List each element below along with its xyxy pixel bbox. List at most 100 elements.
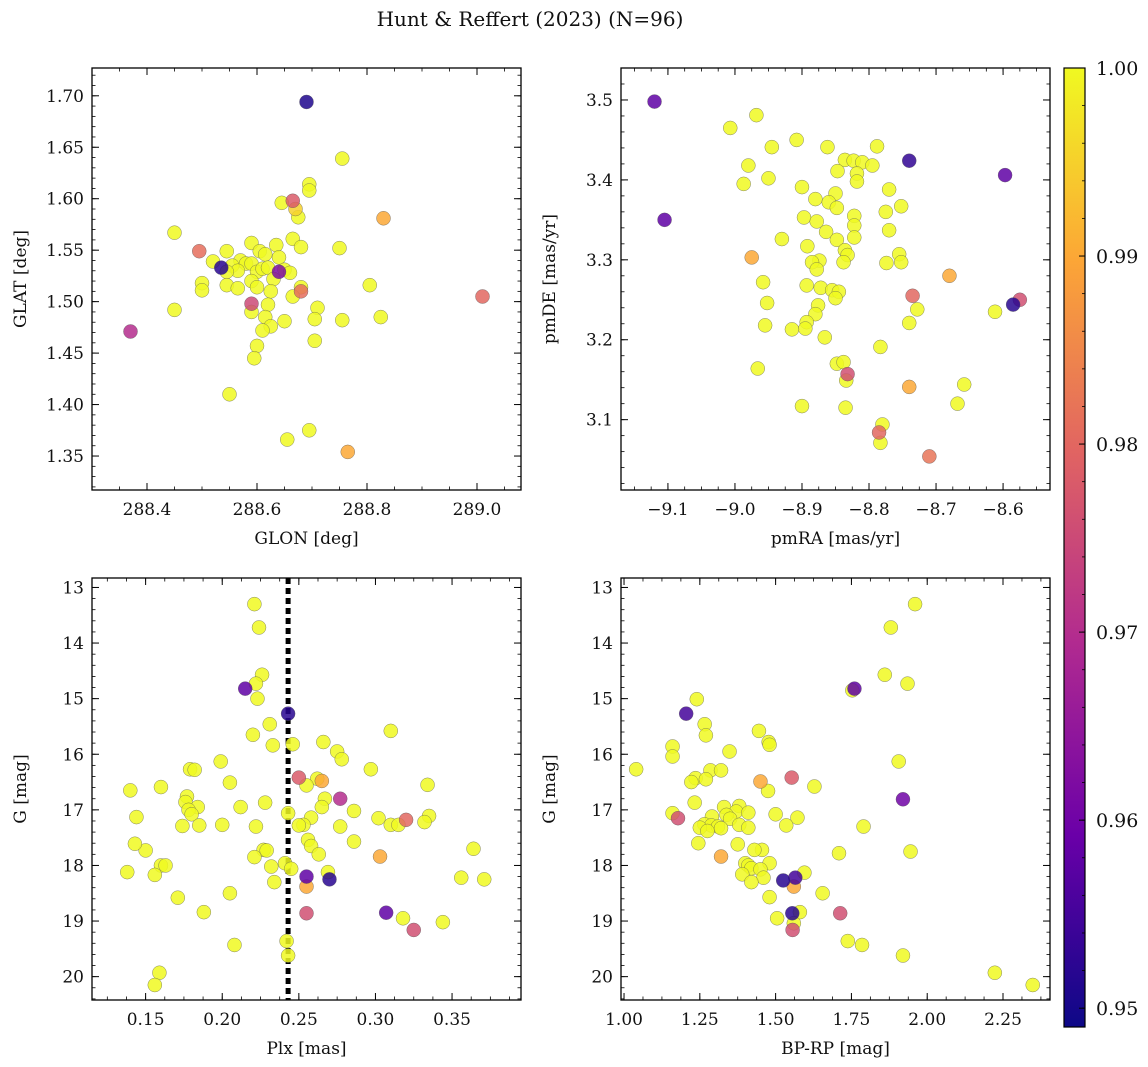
scatter-point — [260, 297, 276, 312]
scatter-point — [417, 814, 432, 830]
y-tick-label: 3.3 — [586, 251, 613, 271]
scatter-point — [314, 799, 330, 815]
scatter-point — [299, 906, 314, 921]
scatter-point — [828, 290, 843, 306]
panels: 288.4 288.6 288.8 289.0 1.35 1.40 1.45 1.50 1.55… — [11, 67, 1051, 1059]
scatter-point — [264, 859, 279, 874]
scatter-point — [815, 885, 830, 901]
scatter-points — [123, 94, 490, 460]
scatter-point — [799, 278, 814, 293]
scatter-point — [893, 254, 909, 270]
scatter-point — [987, 304, 1003, 320]
scatter-point — [1025, 977, 1040, 993]
scatter-point — [789, 132, 804, 148]
scatter-point — [736, 176, 751, 192]
scatter-point — [346, 803, 362, 819]
scatter-point — [334, 752, 349, 767]
y-tick-label: 3.2 — [586, 331, 613, 351]
y-tick-label: 19 — [591, 912, 613, 932]
panel-2: −9.1 −9.0 −8.9 −8.8 −8.7 −8.6 3.1 3.2 3.3 3.4 3.5 p… — [540, 67, 1051, 549]
x-tick-label: −8.8 — [848, 500, 889, 520]
scatter-point — [687, 795, 702, 810]
scatter-point — [713, 849, 729, 864]
y-tick-label: 1.55 — [46, 241, 84, 261]
scatter-point — [829, 232, 845, 248]
scatter-point — [257, 795, 273, 810]
scatter-point — [307, 333, 322, 349]
scatter-point — [247, 849, 262, 865]
scatter-point — [762, 737, 777, 753]
scatter-point — [755, 274, 771, 290]
scatter-point — [956, 377, 972, 392]
scatter-point — [311, 847, 327, 862]
scatter-point — [222, 775, 238, 790]
scatter-point — [849, 174, 865, 189]
scatter-point — [127, 836, 143, 852]
scatter-point — [259, 843, 274, 858]
scatter-point — [362, 277, 377, 293]
x-tick-label: 288.8 — [343, 500, 392, 520]
x-axis-label: BP-RP [mag] — [781, 1039, 890, 1059]
scatter-point — [335, 151, 350, 166]
scatter-point — [258, 247, 273, 262]
scatter-point — [285, 736, 300, 752]
scatter-point — [647, 94, 662, 109]
x-tick-label: −8.9 — [781, 500, 822, 520]
scatter-point — [373, 309, 388, 325]
scatter-point — [227, 937, 242, 953]
scatter-point — [665, 749, 680, 764]
scatter-point — [901, 379, 917, 395]
scatter-point — [167, 225, 182, 240]
y-tick-label: 15 — [62, 690, 84, 710]
y-tick-label: 1.50 — [46, 293, 84, 313]
scatter-point — [376, 211, 391, 226]
x-tick-label: 2.00 — [908, 1010, 946, 1030]
scatter-point — [829, 200, 845, 216]
scatter-point — [293, 239, 309, 255]
scatter-point — [854, 937, 870, 953]
x-tick-label: 2.25 — [984, 1010, 1022, 1030]
scatter-point — [905, 288, 920, 304]
scatter-point — [280, 706, 296, 721]
y-tick-label: 20 — [591, 968, 613, 988]
scatter-point — [713, 763, 729, 778]
x-tick-label: 289.0 — [453, 500, 502, 520]
x-axis-label: pmRA [mas/yr] — [771, 529, 900, 549]
scatter-point — [987, 965, 1003, 981]
x-tick-label: −9.0 — [714, 500, 755, 520]
scatter-point — [895, 792, 911, 807]
y-tick-label: 16 — [62, 745, 84, 765]
scatter-point — [831, 845, 847, 861]
scatter-point — [775, 873, 791, 888]
scatter-point — [856, 819, 871, 834]
scatter-point — [723, 120, 738, 136]
scatter-point — [698, 772, 714, 787]
y-tick-label: 1.65 — [46, 138, 84, 158]
scatter-point — [778, 818, 794, 833]
scatter-point — [628, 762, 644, 777]
x-tick-label: 288.6 — [233, 500, 282, 520]
scatter-point — [138, 843, 153, 858]
scatter-point — [847, 230, 862, 245]
scatter-point — [175, 818, 190, 834]
scatter-point — [167, 302, 182, 318]
scatter-point — [807, 779, 822, 794]
scatter-point — [249, 279, 265, 295]
scatter-point — [901, 315, 917, 331]
scatter-point — [302, 423, 317, 438]
x-axis-label: GLON [deg] — [254, 529, 358, 549]
scatter-point — [891, 754, 906, 769]
scatter-point — [280, 805, 296, 821]
scatter-point — [762, 889, 777, 905]
scatter-point — [219, 243, 234, 259]
scatter-point — [1005, 297, 1021, 312]
scatter-point — [881, 182, 897, 197]
scatter-point — [265, 738, 281, 753]
scatter-point — [869, 139, 885, 154]
x-tick-label: 0.25 — [280, 1010, 318, 1030]
scatter-point — [244, 296, 259, 311]
y-tick-label: 18 — [591, 856, 613, 876]
scatter-point — [119, 864, 135, 880]
scatter-point — [769, 911, 785, 926]
scatter-point — [147, 867, 163, 883]
